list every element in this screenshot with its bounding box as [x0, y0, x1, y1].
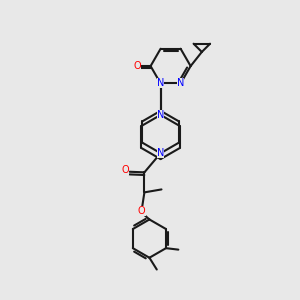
Text: N: N: [177, 78, 184, 88]
Text: N: N: [157, 78, 164, 88]
Text: O: O: [122, 165, 129, 175]
Text: N: N: [157, 110, 164, 120]
Text: O: O: [134, 61, 141, 71]
Text: N: N: [157, 148, 164, 158]
Text: O: O: [138, 206, 146, 216]
